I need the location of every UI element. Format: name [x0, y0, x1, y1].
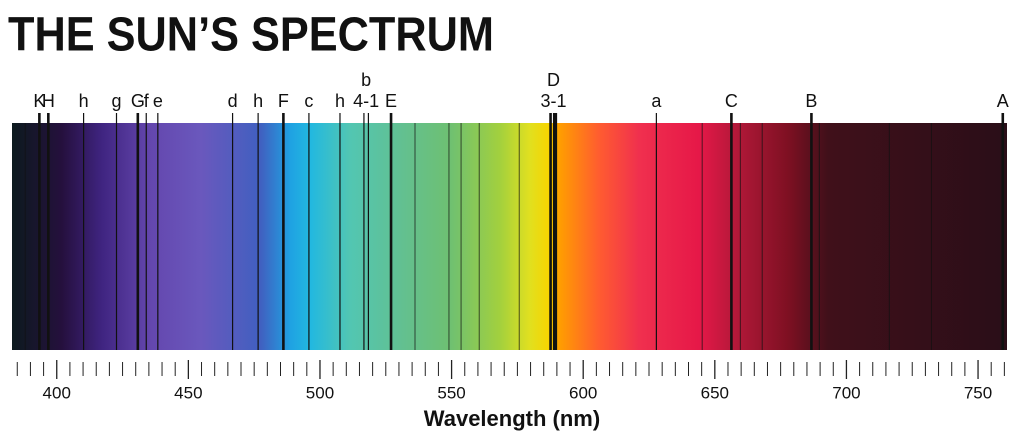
x-tick-label: 600	[569, 383, 597, 402]
line-label: h	[79, 91, 89, 111]
line-label: H	[42, 91, 55, 111]
line-label: g	[111, 91, 121, 111]
x-tick-label: 700	[832, 383, 860, 402]
line-label: h	[253, 91, 263, 111]
x-tick-label: 450	[174, 383, 202, 402]
x-tick-label: 400	[43, 383, 71, 402]
x-axis-label: Wavelength (nm)	[424, 406, 600, 431]
chart-title: THE SUN’S SPECTRUM	[8, 9, 494, 62]
line-label: c	[304, 91, 313, 111]
line-label: K	[33, 91, 45, 111]
line-label: d	[228, 91, 238, 111]
line-sublabel: 3-1	[541, 91, 567, 111]
line-label: A	[997, 91, 1009, 111]
line-label: E	[385, 91, 397, 111]
line-label: h	[335, 91, 345, 111]
line-label: C	[725, 91, 738, 111]
spectrum-band	[12, 123, 1007, 350]
line-label: a	[651, 91, 662, 111]
x-tick-label: 650	[701, 383, 729, 402]
line-label: G	[131, 91, 145, 111]
line-label: B	[805, 91, 817, 111]
x-tick-label: 750	[964, 383, 992, 402]
line-sublabel: 4-1	[353, 91, 379, 111]
line-label: e	[153, 91, 163, 111]
x-tick-label: 500	[306, 383, 334, 402]
line-label: D	[547, 70, 560, 90]
x-tick-label: 550	[437, 383, 465, 402]
line-label: F	[278, 91, 289, 111]
line-label: f	[144, 91, 150, 111]
line-label: b	[361, 70, 371, 90]
